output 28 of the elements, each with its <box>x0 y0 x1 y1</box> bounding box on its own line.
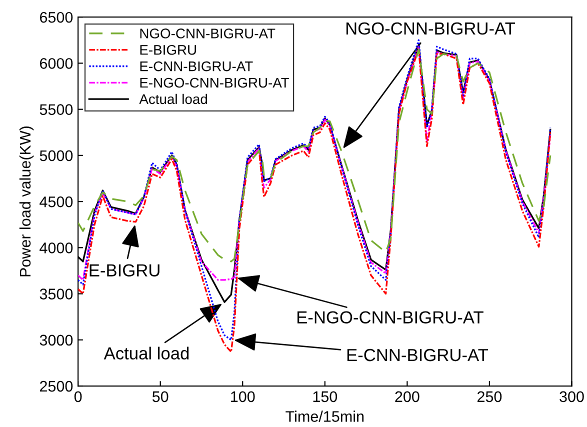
x-tick-label: 50 <box>152 391 168 402</box>
y-tick-label: 4500 <box>40 196 73 208</box>
legend-label: E-CNN-BIGRU-AT <box>140 61 253 72</box>
y-tick-label: 3500 <box>40 288 73 300</box>
annotation: E-CNN-BIGRU-AT <box>347 348 488 362</box>
x-tick-label: 150 <box>313 391 338 402</box>
annotation: NGO-CNN-BIGRU-AT <box>346 22 516 35</box>
legend-label: E-BIGRU <box>140 44 196 55</box>
y-tick-label: 6500 <box>40 12 73 23</box>
annotation: E-NGO-CNN-BIGRU-AT <box>298 311 484 324</box>
y-tick-label: 5000 <box>40 150 73 162</box>
x-tick-label: 300 <box>560 391 584 402</box>
x-tick-label: 250 <box>477 391 502 402</box>
legend-label: NGO-CNN-BIGRU-AT <box>140 28 276 38</box>
x-tick-label: 0 <box>74 391 82 402</box>
x-axis-title: Time/15min <box>286 410 364 422</box>
x-tick-label: 100 <box>231 391 255 402</box>
annotation: Actual load <box>104 346 189 360</box>
y-tick-label: 6000 <box>40 58 73 69</box>
legend-label: E-NGO-CNN-BIGRU-AT <box>140 78 290 88</box>
y-tick-label: 5500 <box>40 104 73 115</box>
y-tick-label: 3000 <box>40 334 73 346</box>
y-tick-label: 2500 <box>40 380 73 392</box>
x-tick-label: 200 <box>395 391 420 402</box>
y-axis-title: Power load value(KW) <box>19 126 34 276</box>
y-tick-label: 4000 <box>40 242 73 254</box>
legend-label: Actual load <box>139 94 208 104</box>
annotation: E-BIGRU <box>90 264 160 276</box>
